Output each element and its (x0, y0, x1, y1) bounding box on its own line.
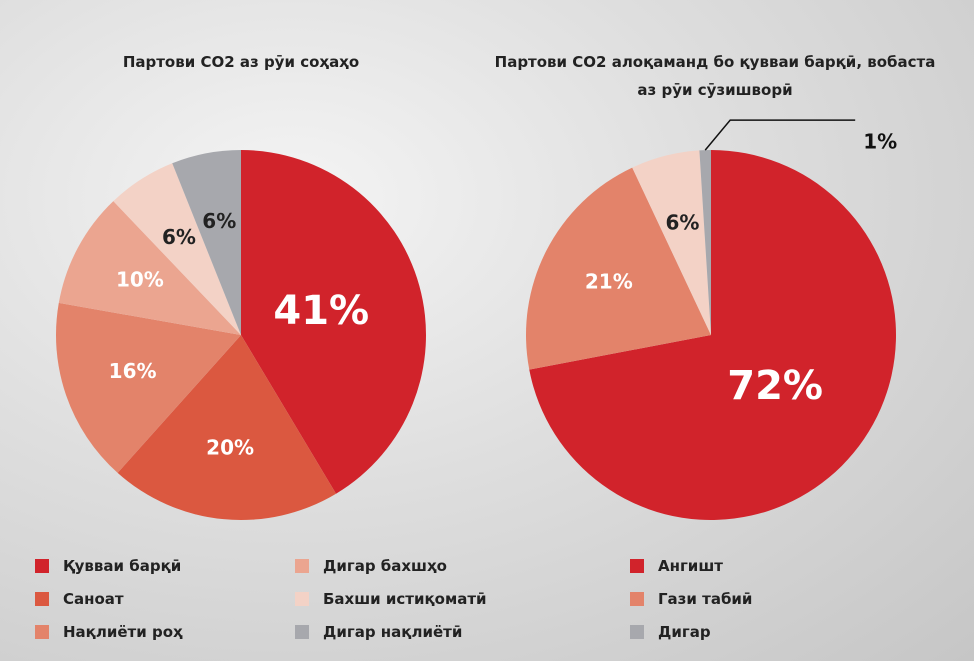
legend-item: Бахши истиқоматӣ (295, 590, 487, 608)
data-label: 1% (863, 130, 897, 154)
legend-item: Дигар (630, 623, 711, 641)
legend-item: Нақлиёти роҳ (35, 623, 183, 641)
legend-swatch (35, 592, 49, 606)
data-label: 10% (116, 267, 164, 291)
legend-swatch (35, 559, 49, 573)
chart-title: Партови CO2 аз рӯи соҳаҳо (41, 48, 441, 76)
chart-title: Партови CO2 алоқаманд бо қувваи барқӣ, в… (490, 48, 940, 104)
legend-label: Бахши истиқоматӣ (323, 590, 487, 608)
legend-label: Дигар (658, 623, 711, 641)
legend-item: Саноат (35, 590, 124, 608)
leader-line (705, 120, 855, 150)
legend-swatch (630, 592, 644, 606)
data-label: 41% (273, 288, 369, 334)
legend-label: Дигар нақлиётӣ (323, 623, 462, 641)
legend-label: Саноат (63, 590, 124, 608)
legend-label: Гази табиӣ (658, 590, 752, 608)
legend-swatch (295, 625, 309, 639)
legend-swatch (630, 625, 644, 639)
data-label: 6% (162, 225, 196, 249)
data-label: 6% (665, 210, 699, 234)
legend-swatch (295, 592, 309, 606)
legend-label: Дигар бахшҳо (323, 557, 447, 575)
page: 41%20%16%10%6%6%72%21%6%1% Партови CO2 а… (0, 0, 974, 661)
legend-label: Нақлиёти роҳ (63, 623, 183, 641)
data-label: 6% (202, 209, 236, 233)
legend-item: Дигар бахшҳо (295, 557, 447, 575)
legend-swatch (630, 559, 644, 573)
legend-item: Қувваи барқӣ (35, 557, 181, 575)
legend-label: Қувваи барқӣ (63, 557, 181, 575)
data-label: 16% (109, 359, 157, 383)
data-label: 21% (585, 269, 633, 293)
legend-item: Дигар нақлиётӣ (295, 623, 462, 641)
legend-swatch (35, 625, 49, 639)
legend-swatch (295, 559, 309, 573)
data-label: 20% (206, 436, 254, 460)
data-label: 72% (727, 363, 823, 409)
legend-item: Гази табиӣ (630, 590, 752, 608)
legend-label: Ангишт (658, 557, 723, 575)
legend-item: Ангишт (630, 557, 723, 575)
